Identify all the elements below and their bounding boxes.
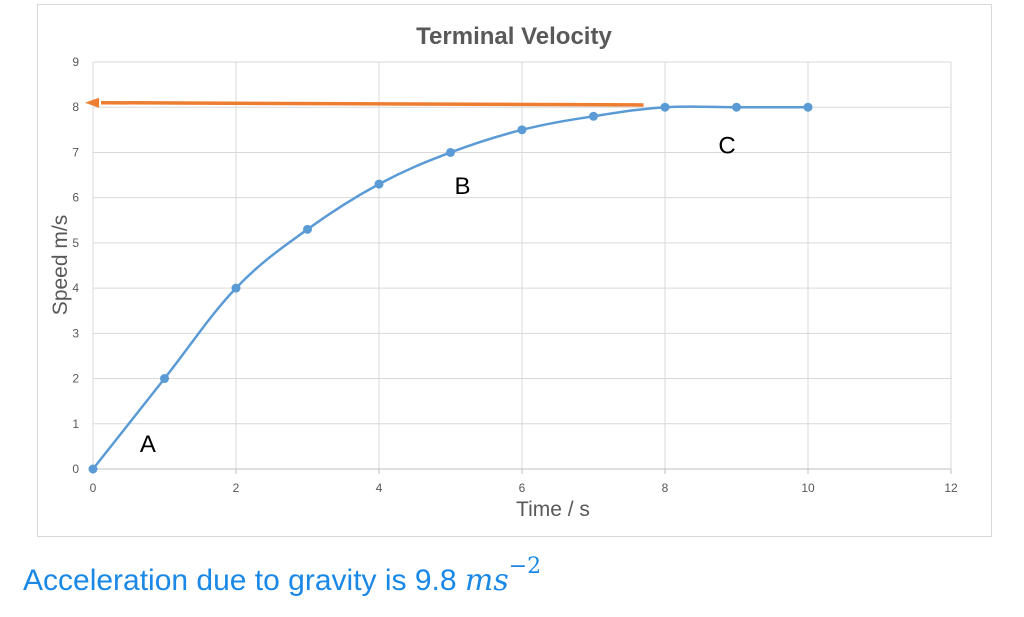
data-point [374, 179, 384, 189]
y-axis-label: Speed m/s [49, 215, 72, 315]
terminal-velocity-arrow [85, 97, 644, 108]
annotation-label: C [718, 132, 735, 159]
data-point [803, 102, 813, 112]
x-tick-label: 6 [519, 481, 526, 495]
y-tick-label: 1 [72, 417, 79, 431]
caption-text: Acceleration due to gravity is 9.8 [23, 564, 465, 597]
chart-title: Terminal Velocity [416, 23, 612, 50]
x-tick-label: 10 [801, 481, 815, 495]
y-tick-label: 0 [72, 462, 79, 476]
annotation-label: A [140, 431, 156, 458]
series-line [92, 105, 808, 470]
y-tick-label: 7 [72, 145, 79, 159]
series-layer [88, 102, 813, 474]
caption-exponent: −2 [508, 554, 542, 579]
data-point [231, 283, 241, 293]
y-tick-label: 6 [72, 191, 79, 205]
data-point [88, 464, 98, 474]
y-tick-label: 2 [72, 372, 79, 386]
y-tick-label: 5 [72, 236, 79, 250]
data-point [660, 102, 670, 112]
y-tick-label: 4 [72, 281, 79, 295]
data-point [303, 224, 312, 234]
x-tick-label: 12 [944, 481, 958, 495]
x-tick-label: 2 [233, 481, 240, 495]
x-axis-label: Time / s [516, 498, 590, 521]
x-tick-label: 8 [662, 481, 669, 495]
y-tick-label: 8 [72, 100, 79, 114]
gridlines [92, 61, 952, 474]
arrow-head [85, 97, 99, 108]
data-point [446, 147, 455, 157]
x-tick-label: 0 [90, 481, 97, 495]
data-point [160, 374, 169, 384]
data-point [517, 125, 527, 135]
data-point [732, 102, 741, 112]
annotations: A B C [140, 132, 736, 457]
annotation-label: B [454, 173, 470, 200]
y-tick-label: 9 [72, 55, 79, 69]
caption-unit: ms [464, 563, 509, 598]
gravity-caption: Acceleration due to gravity is 9.8 ms−2 [23, 554, 541, 598]
data-point [589, 111, 598, 121]
arrow-shaft [100, 100, 644, 107]
chart-frame [37, 4, 992, 537]
y-tick-label: 3 [72, 326, 79, 340]
x-tick-label: 4 [376, 481, 383, 495]
